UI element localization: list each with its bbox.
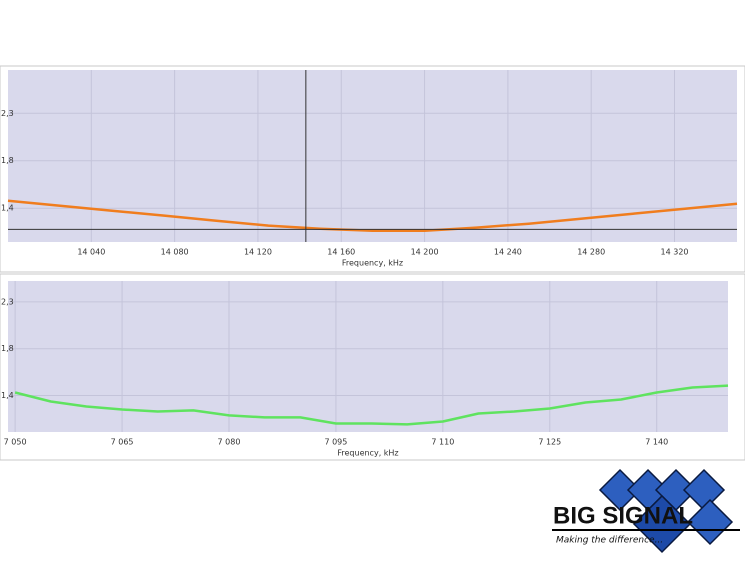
y-tick-label: 2,3 [1,109,14,118]
x-tick-label: 7 095 [324,438,347,447]
x-tick-label: 7 080 [218,438,241,447]
x-tick-label: 14 120 [244,248,272,257]
y-tick-label: 1,4 [1,204,14,213]
y-tick-label: 1,8 [1,156,14,165]
x-tick-label: 14 240 [494,248,522,257]
x-tick-label: 14 040 [77,248,105,257]
x-axis-label: Frequency, kHz [342,259,403,268]
x-tick-label: 7 050 [4,438,27,447]
series-line [7,199,738,232]
logo-name: BIG SIGNAL [553,502,693,529]
x-tick-label: 7 125 [538,438,561,447]
x-axis-label: Frequency, kHz [337,449,398,458]
x-tick-label: 14 280 [577,248,605,257]
x-tick-label: 14 320 [661,248,689,257]
y-tick-label: 2,3 [1,297,14,306]
x-tick-label: 14 160 [327,248,355,257]
logo: BIG SIGNAL Making the difference... [552,468,740,554]
plot-area [8,70,737,242]
x-tick-label: 14 080 [161,248,189,257]
logo-tagline: Making the difference... [556,536,663,546]
y-tick-label: 1,8 [1,344,14,353]
x-tick-label: 14 200 [411,248,439,257]
series-line [14,384,729,426]
x-tick-label: 7 140 [645,438,668,447]
plot-area [8,281,728,432]
x-tick-label: 7 065 [111,438,134,447]
y-tick-label: 1,4 [1,391,14,400]
x-tick-label: 7 110 [431,438,454,447]
